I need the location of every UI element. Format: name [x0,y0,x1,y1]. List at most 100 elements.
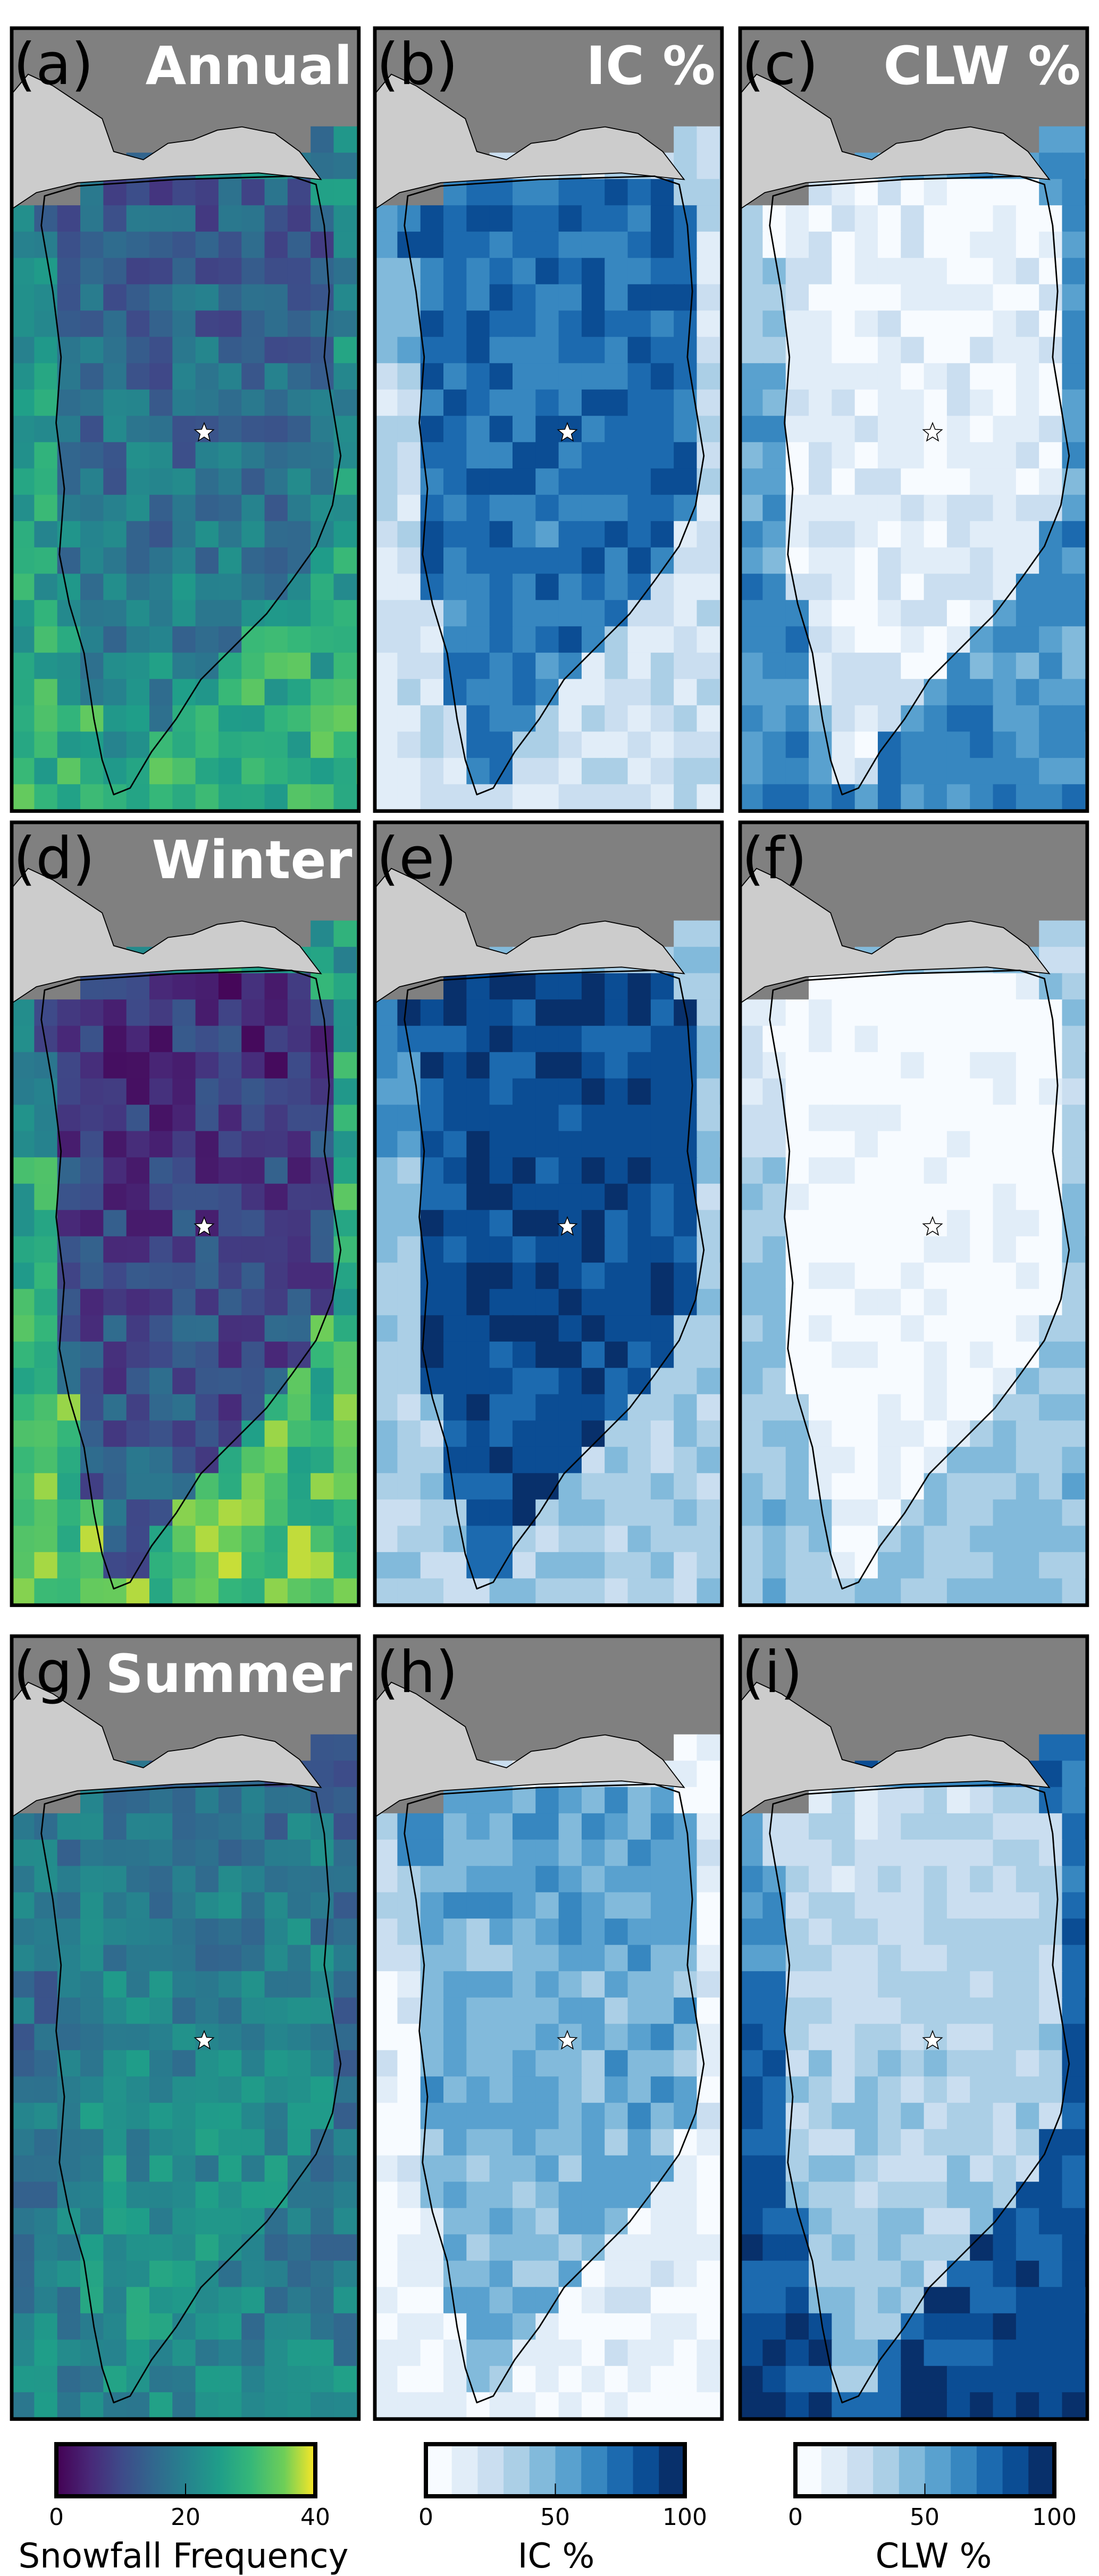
grid-cell [397,258,422,285]
grid-cell [924,1787,948,1815]
grid-cell [34,336,58,365]
northern-land [375,73,685,210]
grid-cell [375,1552,399,1580]
grid-cell [512,1971,537,1999]
grid-cell [674,231,698,259]
grid-cell [740,1866,764,1893]
grid-cell [901,2024,925,2051]
grid-cell [650,1866,675,1893]
grid-cell [149,1078,174,1106]
grid-cell [34,1368,58,1395]
grid-cell [103,1526,128,1553]
grid-cell [287,600,312,628]
grid-cell [375,626,399,654]
grid-cell [311,1918,335,1946]
colorbar-clw: 0 50 100 CLW % [788,2442,1077,2576]
grid-cell [581,2365,606,2394]
grid-cell [832,310,856,338]
grid-cell [34,2050,58,2078]
grid-cell [57,231,81,259]
grid-cell [535,1025,560,1054]
grid-cell [946,1052,971,1080]
grid-cell [877,757,902,786]
grid-cell [489,731,514,759]
grid-cell [854,1289,879,1317]
grid-cell [80,2050,105,2078]
grid-cell [420,258,444,285]
grid-cell [195,1578,220,1605]
grid-cell [697,2182,721,2209]
grid-cell [375,1394,399,1422]
grid-cell [740,1473,764,1501]
grid-cell [218,1315,243,1343]
grid-cell [126,626,150,654]
grid-cell [287,1052,312,1080]
grid-cell [264,1892,289,1920]
grid-cell [375,1236,399,1264]
grid-cell [674,2392,698,2419]
grid-cell [12,1236,36,1264]
grid-cell [126,2024,150,2051]
grid-cell [697,1368,721,1395]
grid-cell [489,468,514,496]
grid-cell [287,2102,312,2131]
grid-cell [946,973,971,1001]
grid-cell [375,2365,399,2394]
grid-cell [1039,1578,1063,1605]
grid-cell [1016,2129,1041,2157]
grid-cell [287,757,312,786]
grid-cell [674,1552,698,1580]
grid-cell [581,1971,606,1999]
grid-cell [832,2392,856,2419]
grid-cell [172,1971,197,1999]
grid-cell [103,389,128,417]
grid-cell [489,1892,514,1920]
grid-cell [558,652,583,680]
grid-cell [832,2287,856,2314]
grid-cell [264,416,289,443]
grid-cell [901,1918,925,1946]
grid-cell [970,1341,994,1369]
grid-cell [1016,2208,1041,2236]
grid-cell [149,1289,174,1317]
grid-cell [466,1473,491,1501]
grid-cell [57,574,81,601]
grid-cell [605,1157,629,1185]
grid-cell [466,1526,491,1553]
grid-cell [126,442,150,470]
grid-cell [1062,947,1086,974]
grid-cell [854,2313,879,2341]
grid-cell [149,1341,174,1369]
grid-cell [149,389,174,417]
grid-cell [535,2339,560,2367]
grid-cell [333,1052,358,1080]
grid-cell [420,784,444,811]
grid-cell [993,1944,1017,1973]
grid-cell [946,600,971,628]
grid-cell [126,2129,150,2157]
grid-cell [466,1210,491,1238]
grid-cell [103,1552,128,1580]
grid-cell [287,1025,312,1054]
grid-cell [1062,336,1086,365]
grid-cell [535,258,560,285]
grid-cell [397,2129,422,2157]
grid-cell [854,1944,879,1973]
grid-cell [674,1892,698,1920]
grid-cell [512,2365,537,2394]
grid-cell [993,1892,1017,1920]
grid-cell [581,999,606,1027]
grid-cell [57,1971,81,1999]
grid-cell [241,1236,266,1264]
grid-cell [512,1262,537,1290]
grid-cell [149,1420,174,1448]
grid-cell [172,2208,197,2236]
grid-cell [287,999,312,1027]
grid-cell [80,1131,105,1159]
grid-cell [674,2365,698,2394]
grid-cell [397,1210,422,1238]
grid-cell [126,2050,150,2078]
grid-cell [970,2365,994,2394]
grid-cell [901,284,925,312]
grid-cell [627,1944,652,1973]
